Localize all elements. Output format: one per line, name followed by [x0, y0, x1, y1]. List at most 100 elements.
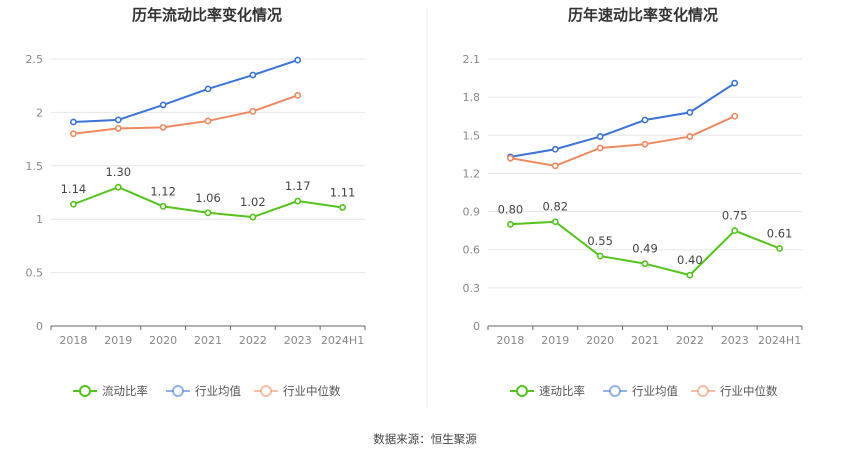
legend-marker	[609, 385, 621, 397]
data-label: 1.12	[150, 184, 176, 198]
data-point	[641, 260, 649, 268]
y-tick-label: 0.9	[463, 206, 481, 219]
y-tick-label: 1.5	[26, 160, 44, 173]
y-tick-label: 1.8	[463, 91, 481, 104]
data-point	[294, 197, 302, 205]
data-label: 1.14	[61, 182, 87, 196]
x-tick-label: 2020	[586, 334, 614, 347]
data-point	[551, 145, 559, 153]
legend-label: 行业中位数	[720, 384, 778, 398]
x-tick-label: 2023	[284, 334, 312, 347]
data-label: 0.82	[542, 200, 568, 214]
data-point	[776, 245, 783, 252]
data-point	[249, 107, 257, 115]
data-point	[114, 125, 122, 132]
data-point	[114, 116, 122, 124]
data-point	[159, 202, 167, 210]
x-tick-label: 2021	[631, 334, 659, 347]
legend-item[interactable]: 行业中位数	[691, 384, 778, 398]
y-tick-label: 0	[36, 320, 43, 333]
legend-label: 流动比率	[102, 384, 148, 398]
x-tick-label: 2019	[104, 334, 132, 347]
data-point	[114, 183, 122, 191]
x-tick-label: 2022	[676, 334, 704, 347]
x-tick-label: 2020	[149, 334, 177, 347]
x-tick-label: 2024H1	[321, 334, 364, 347]
data-point	[641, 140, 649, 148]
y-tick-label: 1	[36, 213, 43, 226]
series-line	[73, 59, 299, 124]
x-tick-label: 2021	[194, 334, 222, 347]
data-point	[686, 271, 694, 279]
legend-item[interactable]: 行业均值	[603, 384, 678, 398]
source-note: 数据来源：恒生聚源	[373, 432, 477, 446]
data-point	[294, 91, 302, 99]
x-tick-label: 2018	[59, 334, 87, 347]
data-point	[507, 220, 514, 228]
data-point	[249, 71, 257, 79]
data-point	[204, 85, 212, 93]
legend-marker	[697, 385, 709, 397]
legend-item[interactable]: 流动比率	[73, 384, 148, 398]
data-point	[731, 79, 739, 87]
y-tick-label: 0	[473, 320, 480, 333]
data-point	[641, 116, 649, 124]
data-point	[70, 130, 77, 138]
legend-label: 行业均值	[195, 384, 241, 398]
data-point	[204, 117, 212, 125]
legend-label: 速动比率	[539, 384, 585, 398]
current-ratio-chart: 历年流动比率变化情况 0 0.5 1 1.5 2 2.5 2018 2019 2020 2021 2…	[26, 6, 366, 398]
y-tick-label: 1.2	[463, 167, 481, 180]
legend-marker	[79, 385, 91, 397]
data-label: 1.30	[105, 165, 131, 179]
data-label: 1.06	[195, 191, 221, 205]
x-tick-label: 2024H1	[758, 334, 801, 347]
y-tick-label: 0.6	[463, 244, 481, 257]
data-label: 0.61	[767, 226, 793, 240]
data-label: 0.49	[632, 242, 658, 256]
x-tick-label: 2018	[496, 334, 524, 347]
data-point	[159, 123, 167, 131]
data-label: 0.75	[722, 209, 748, 223]
y-tick-label: 0.5	[26, 267, 44, 280]
data-point	[249, 213, 257, 221]
data-point	[70, 118, 77, 126]
series-line	[510, 82, 736, 158]
legend-marker	[172, 385, 184, 397]
legend-label: 行业中位数	[283, 384, 341, 398]
y-tick-label: 2.5	[26, 53, 44, 66]
data-label: 0.80	[498, 202, 524, 216]
data-point	[551, 218, 559, 226]
data-point	[686, 133, 694, 140]
data-point	[551, 162, 559, 170]
series-line	[510, 115, 736, 167]
y-tick-label: 0.3	[463, 282, 481, 295]
data-point	[507, 154, 514, 162]
data-point	[731, 227, 739, 235]
y-tick-label: 1.5	[463, 129, 481, 142]
chart-title: 历年速动比率变化情况	[568, 6, 718, 24]
data-point	[686, 109, 694, 116]
legend-item[interactable]: 速动比率	[510, 384, 585, 398]
data-point	[204, 209, 212, 217]
series-line	[73, 94, 299, 135]
data-point	[596, 252, 604, 260]
data-label: 0.55	[587, 234, 613, 248]
legend-item[interactable]: 行业均值	[166, 384, 241, 398]
y-tick-label: 2.1	[463, 53, 481, 66]
x-tick-label: 2022	[239, 334, 267, 347]
data-point	[159, 101, 167, 109]
y-tick-label: 2	[36, 106, 43, 119]
x-tick-label: 2019	[541, 334, 569, 347]
data-label: 0.40	[677, 253, 703, 267]
data-point	[596, 144, 604, 152]
data-label: 1.02	[240, 195, 266, 209]
data-point	[294, 56, 302, 64]
chart-title: 历年流动比率变化情况	[132, 6, 282, 24]
legend-label: 行业均值	[632, 384, 678, 398]
legend-item[interactable]: 行业中位数	[254, 384, 341, 398]
data-point	[70, 200, 77, 208]
data-point	[339, 204, 346, 211]
